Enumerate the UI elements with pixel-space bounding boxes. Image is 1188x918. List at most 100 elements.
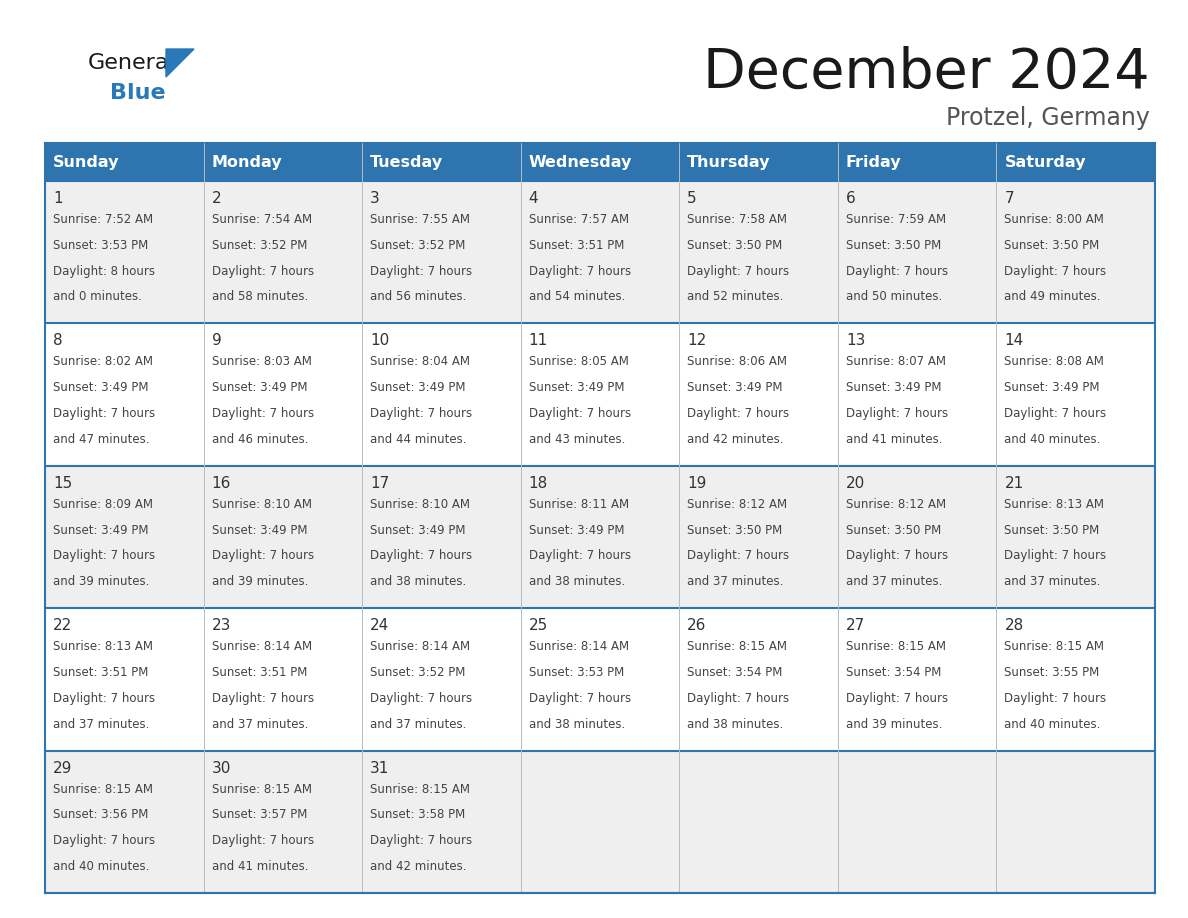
Bar	[45, 465, 1155, 609]
Text: and 41 minutes.: and 41 minutes.	[846, 432, 942, 446]
Text: Daylight: 7 hours: Daylight: 7 hours	[529, 692, 631, 705]
Text: Daylight: 7 hours: Daylight: 7 hours	[211, 834, 314, 847]
Text: Sunrise: 8:09 AM: Sunrise: 8:09 AM	[53, 498, 153, 510]
Text: and 38 minutes.: and 38 minutes.	[371, 576, 467, 588]
Text: Daylight: 7 hours: Daylight: 7 hours	[211, 549, 314, 563]
Text: Sunset: 3:49 PM: Sunset: 3:49 PM	[529, 381, 624, 394]
Text: Sunrise: 8:12 AM: Sunrise: 8:12 AM	[846, 498, 946, 510]
Text: Protzel, Germany: Protzel, Germany	[946, 106, 1150, 130]
Bar	[838, 143, 997, 181]
Text: Daylight: 7 hours: Daylight: 7 hours	[371, 264, 473, 277]
Text: Sunset: 3:55 PM: Sunset: 3:55 PM	[1004, 666, 1100, 679]
Text: and 56 minutes.: and 56 minutes.	[371, 290, 467, 304]
Text: 3: 3	[371, 191, 380, 206]
Text: Daylight: 7 hours: Daylight: 7 hours	[211, 264, 314, 277]
Text: 9: 9	[211, 333, 221, 349]
Text: 6: 6	[846, 191, 855, 206]
Text: Daylight: 7 hours: Daylight: 7 hours	[1004, 549, 1106, 563]
Text: Sunrise: 8:14 AM: Sunrise: 8:14 AM	[211, 640, 311, 654]
Text: Daylight: 7 hours: Daylight: 7 hours	[1004, 692, 1106, 705]
Text: 28: 28	[1004, 618, 1024, 633]
Text: Daylight: 7 hours: Daylight: 7 hours	[211, 692, 314, 705]
Text: Sunset: 3:56 PM: Sunset: 3:56 PM	[53, 809, 148, 822]
Text: 4: 4	[529, 191, 538, 206]
Text: and 40 minutes.: and 40 minutes.	[1004, 432, 1101, 446]
Text: Thursday: Thursday	[688, 154, 771, 170]
Text: December 2024: December 2024	[703, 46, 1150, 100]
Text: and 42 minutes.: and 42 minutes.	[688, 432, 784, 446]
Text: Daylight: 7 hours: Daylight: 7 hours	[371, 692, 473, 705]
Text: Sunset: 3:53 PM: Sunset: 3:53 PM	[53, 239, 148, 252]
Text: Sunset: 3:49 PM: Sunset: 3:49 PM	[1004, 381, 1100, 394]
Text: and 39 minutes.: and 39 minutes.	[846, 718, 942, 731]
Text: 20: 20	[846, 476, 865, 491]
Text: Sunset: 3:57 PM: Sunset: 3:57 PM	[211, 809, 307, 822]
Text: Sunset: 3:58 PM: Sunset: 3:58 PM	[371, 809, 466, 822]
Text: Sunrise: 8:10 AM: Sunrise: 8:10 AM	[371, 498, 470, 510]
Bar	[45, 609, 1155, 751]
Text: and 58 minutes.: and 58 minutes.	[211, 290, 308, 304]
Text: Sunrise: 8:15 AM: Sunrise: 8:15 AM	[211, 783, 311, 796]
Text: and 40 minutes.: and 40 minutes.	[1004, 718, 1101, 731]
Text: Daylight: 7 hours: Daylight: 7 hours	[1004, 407, 1106, 420]
Text: 27: 27	[846, 618, 865, 633]
Text: Daylight: 7 hours: Daylight: 7 hours	[211, 407, 314, 420]
Text: Sunset: 3:49 PM: Sunset: 3:49 PM	[53, 381, 148, 394]
Text: 23: 23	[211, 618, 230, 633]
Polygon shape	[166, 49, 194, 77]
Text: Sunset: 3:49 PM: Sunset: 3:49 PM	[211, 523, 307, 537]
Text: and 39 minutes.: and 39 minutes.	[211, 576, 308, 588]
Text: Daylight: 7 hours: Daylight: 7 hours	[846, 692, 948, 705]
Text: Sunset: 3:53 PM: Sunset: 3:53 PM	[529, 666, 624, 679]
Text: Daylight: 7 hours: Daylight: 7 hours	[371, 834, 473, 847]
Text: Daylight: 7 hours: Daylight: 7 hours	[371, 549, 473, 563]
Text: Sunrise: 7:55 AM: Sunrise: 7:55 AM	[371, 213, 470, 226]
Text: Sunrise: 7:54 AM: Sunrise: 7:54 AM	[211, 213, 311, 226]
Text: and 39 minutes.: and 39 minutes.	[53, 576, 150, 588]
Text: Sunset: 3:50 PM: Sunset: 3:50 PM	[1004, 523, 1100, 537]
Text: Sunset: 3:52 PM: Sunset: 3:52 PM	[211, 239, 307, 252]
Bar	[45, 323, 1155, 465]
Text: and 52 minutes.: and 52 minutes.	[688, 290, 784, 304]
Text: Sunrise: 8:14 AM: Sunrise: 8:14 AM	[529, 640, 628, 654]
Text: 12: 12	[688, 333, 707, 349]
Text: Sunrise: 8:15 AM: Sunrise: 8:15 AM	[846, 640, 946, 654]
Text: Sunrise: 8:03 AM: Sunrise: 8:03 AM	[211, 355, 311, 368]
Text: Daylight: 7 hours: Daylight: 7 hours	[1004, 264, 1106, 277]
Text: 22: 22	[53, 618, 72, 633]
Text: Daylight: 7 hours: Daylight: 7 hours	[846, 549, 948, 563]
Text: Daylight: 7 hours: Daylight: 7 hours	[846, 407, 948, 420]
Text: Sunday: Sunday	[53, 154, 120, 170]
Text: Sunset: 3:50 PM: Sunset: 3:50 PM	[688, 523, 783, 537]
Text: Sunrise: 7:57 AM: Sunrise: 7:57 AM	[529, 213, 628, 226]
Text: Sunset: 3:49 PM: Sunset: 3:49 PM	[371, 523, 466, 537]
Text: and 37 minutes.: and 37 minutes.	[53, 718, 150, 731]
Text: and 37 minutes.: and 37 minutes.	[688, 576, 784, 588]
Text: Tuesday: Tuesday	[371, 154, 443, 170]
Text: Sunrise: 8:15 AM: Sunrise: 8:15 AM	[688, 640, 788, 654]
Text: Daylight: 7 hours: Daylight: 7 hours	[688, 407, 789, 420]
Text: 14: 14	[1004, 333, 1024, 349]
Text: and 46 minutes.: and 46 minutes.	[211, 432, 308, 446]
Text: Sunset: 3:50 PM: Sunset: 3:50 PM	[1004, 239, 1100, 252]
Text: Blue: Blue	[110, 83, 165, 103]
Text: and 37 minutes.: and 37 minutes.	[371, 718, 467, 731]
Text: 15: 15	[53, 476, 72, 491]
Text: and 40 minutes.: and 40 minutes.	[53, 860, 150, 873]
Bar	[997, 143, 1155, 181]
Text: Sunrise: 8:06 AM: Sunrise: 8:06 AM	[688, 355, 788, 368]
Text: 13: 13	[846, 333, 865, 349]
Text: Sunrise: 8:13 AM: Sunrise: 8:13 AM	[1004, 498, 1105, 510]
Text: Sunset: 3:52 PM: Sunset: 3:52 PM	[371, 239, 466, 252]
Text: Sunset: 3:51 PM: Sunset: 3:51 PM	[529, 239, 624, 252]
Text: Sunrise: 7:59 AM: Sunrise: 7:59 AM	[846, 213, 946, 226]
Text: Sunset: 3:52 PM: Sunset: 3:52 PM	[371, 666, 466, 679]
Bar	[362, 143, 520, 181]
Text: Daylight: 7 hours: Daylight: 7 hours	[53, 692, 156, 705]
Text: 31: 31	[371, 761, 390, 776]
Text: Sunrise: 8:07 AM: Sunrise: 8:07 AM	[846, 355, 946, 368]
Text: Sunrise: 8:13 AM: Sunrise: 8:13 AM	[53, 640, 153, 654]
Text: and 43 minutes.: and 43 minutes.	[529, 432, 625, 446]
Text: Monday: Monday	[211, 154, 283, 170]
Text: 18: 18	[529, 476, 548, 491]
